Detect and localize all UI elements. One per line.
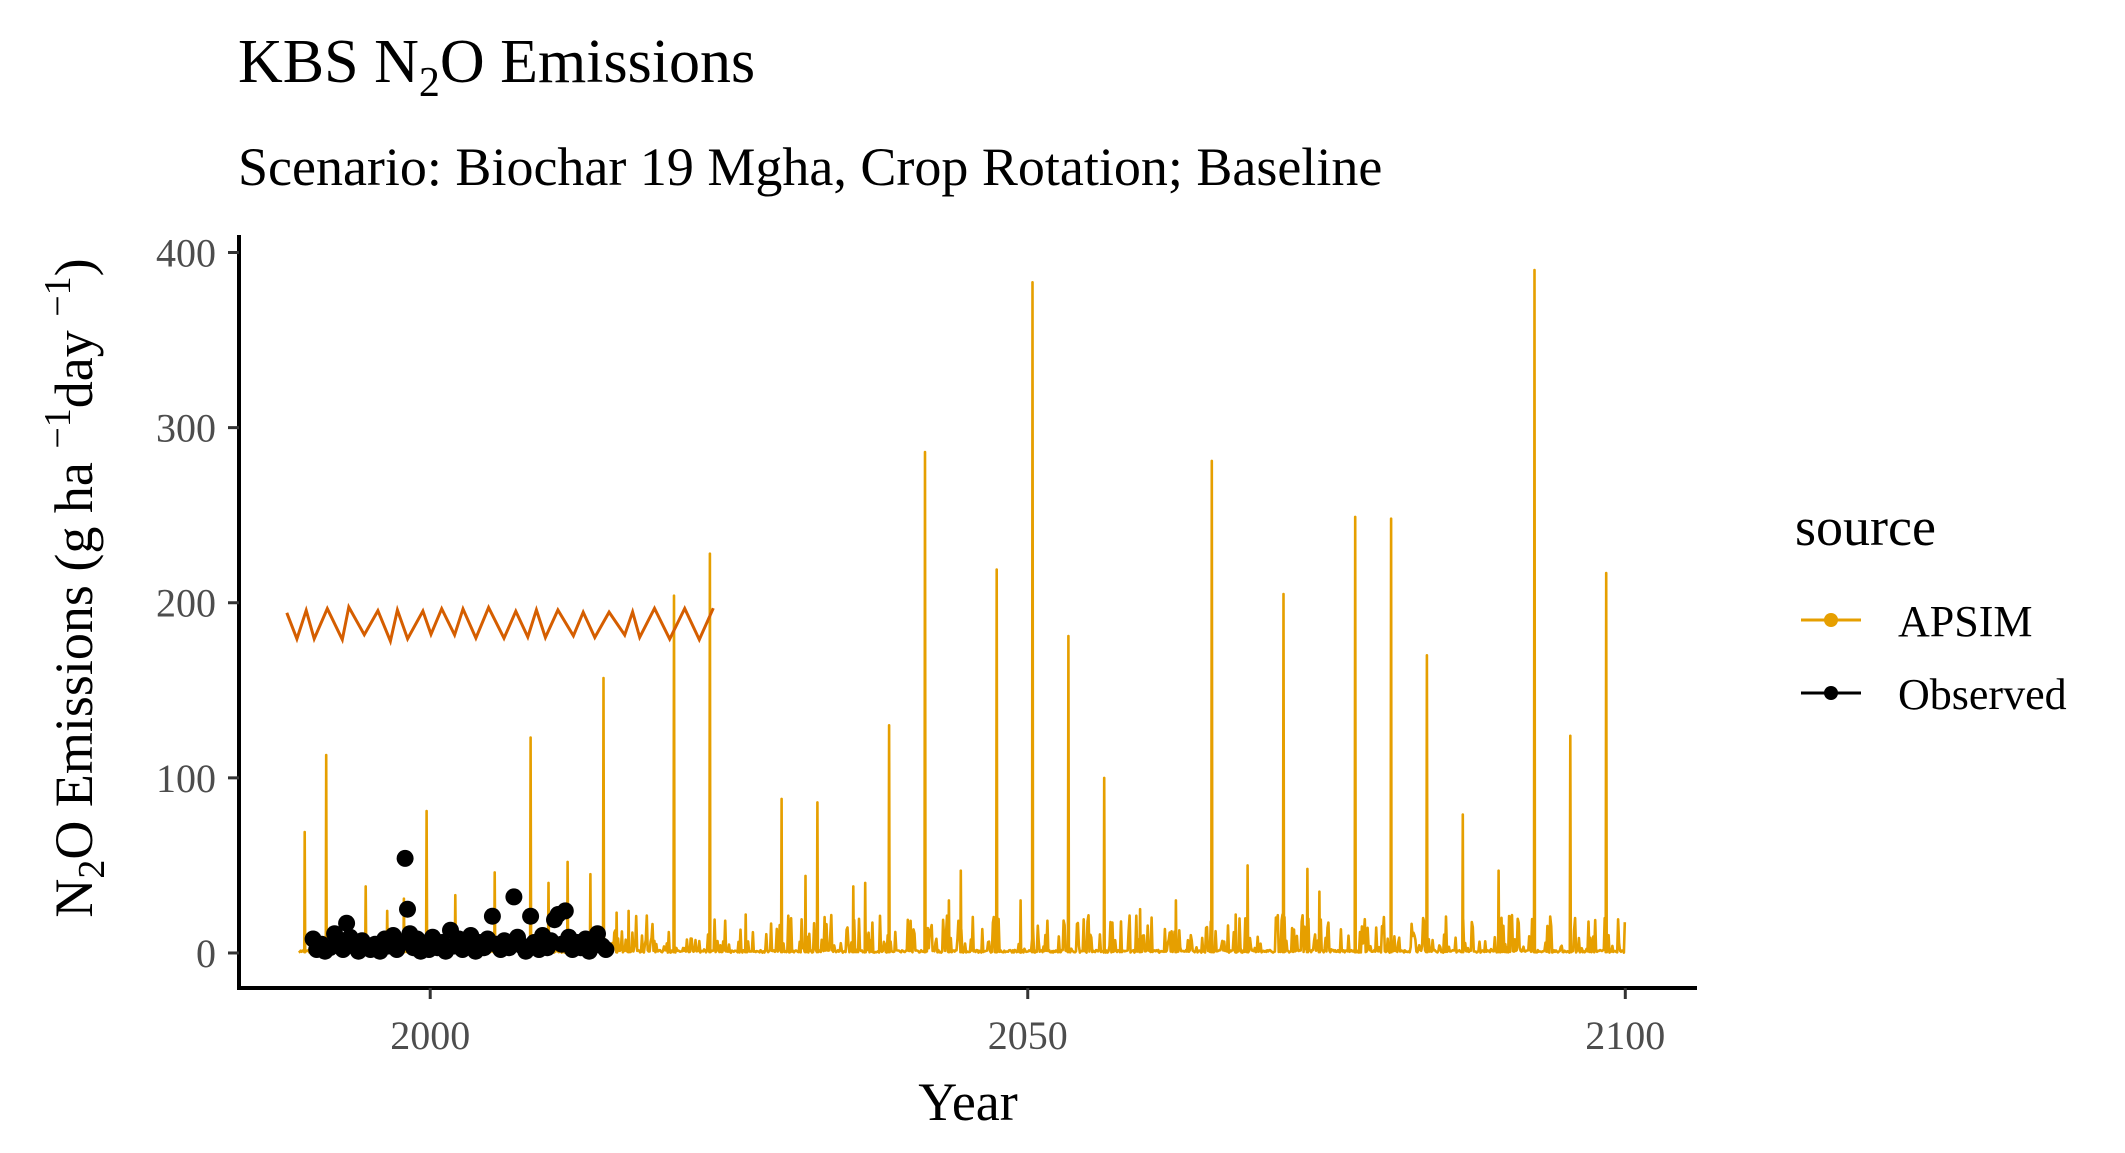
y-label-d: ) bbox=[44, 258, 104, 276]
observed-point-72 bbox=[597, 941, 615, 958]
chart-title-pre: KBS N bbox=[238, 28, 419, 96]
y-label-sup2: −1 bbox=[37, 276, 79, 316]
y-label-a: N bbox=[44, 879, 104, 918]
chart-subtitle: Scenario: Biochar 19 Mgha, Crop Rotation… bbox=[238, 137, 1382, 197]
y-label-c: day bbox=[44, 317, 104, 408]
y-tick-label-0: 0 bbox=[196, 931, 216, 976]
x-axis-ticks: 2000 2050 2100 bbox=[390, 988, 1665, 1058]
observed-point-53 bbox=[522, 907, 540, 925]
legend-key-observed-point bbox=[1824, 686, 1838, 700]
observed-point-23 bbox=[399, 900, 416, 918]
y-tick-label-2: 200 bbox=[156, 581, 216, 626]
unlabeled-orange-series bbox=[285, 602, 715, 647]
legend-title: source bbox=[1795, 497, 1936, 557]
chart-title: KBS N2O Emissions bbox=[238, 28, 755, 106]
y-tick-label-3: 300 bbox=[156, 406, 216, 451]
y-tick-label-1: 100 bbox=[156, 756, 216, 801]
observed-point-44 bbox=[483, 907, 501, 925]
legend-item-apsim: APSIM bbox=[1801, 597, 2033, 646]
observed-point-62 bbox=[556, 902, 574, 920]
chart-title-sub: 2 bbox=[419, 60, 440, 106]
y-tick-label-4: 400 bbox=[156, 231, 216, 276]
observed-point-22 bbox=[396, 849, 414, 867]
svg-text:N2O Emissions (g ha −1day −1): N2O Emissions (g ha −1day −1) bbox=[37, 258, 113, 917]
plot-area bbox=[285, 268, 1627, 960]
x-tick-label-2: 2100 bbox=[1585, 1013, 1665, 1058]
legend: source APSIM Observed bbox=[1795, 497, 2067, 719]
x-tick-label-0: 2000 bbox=[390, 1013, 470, 1058]
orange-line bbox=[285, 602, 715, 647]
observed-series bbox=[304, 849, 615, 960]
x-axis-label: Year bbox=[918, 1072, 1018, 1132]
y-axis-label: N2O Emissions (g ha −1day −1) bbox=[37, 258, 113, 917]
svg-text:KBS N2O Emissions: KBS N2O Emissions bbox=[238, 28, 755, 106]
observed-point-8 bbox=[338, 914, 356, 932]
apsim-series bbox=[298, 268, 1627, 954]
y-axis-ticks: 0 100 200 300 400 bbox=[156, 231, 239, 976]
apsim-line bbox=[298, 268, 1627, 954]
chart-title-post: O Emissions bbox=[440, 28, 755, 96]
y-label-sub: 2 bbox=[71, 860, 113, 879]
legend-key-apsim-point bbox=[1824, 613, 1838, 627]
y-label-b: O Emissions (g ha bbox=[44, 449, 104, 860]
x-tick-label-1: 2050 bbox=[988, 1013, 1068, 1058]
observed-point-49 bbox=[505, 888, 523, 906]
legend-label-apsim: APSIM bbox=[1898, 597, 2033, 646]
legend-label-observed: Observed bbox=[1898, 670, 2067, 719]
y-label-sup1: −1 bbox=[37, 408, 79, 448]
legend-item-observed: Observed bbox=[1801, 670, 2067, 719]
